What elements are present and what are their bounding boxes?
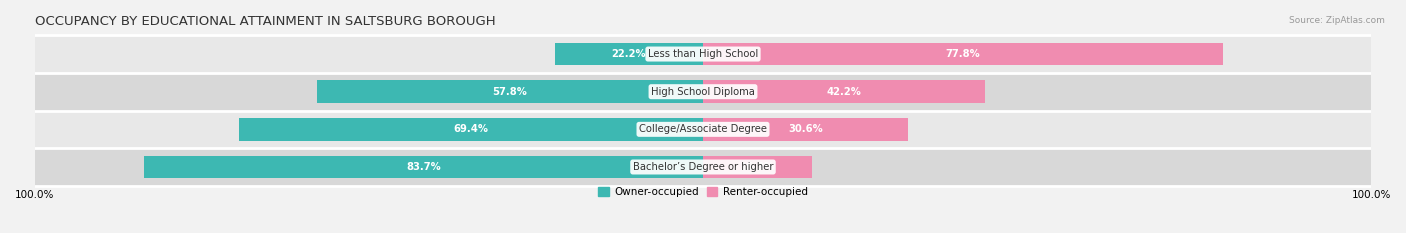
Bar	[316, 80, 703, 103]
Text: 16.3%: 16.3%	[740, 162, 775, 172]
Text: 30.6%: 30.6%	[787, 124, 823, 134]
Text: College/Associate Degree: College/Associate Degree	[638, 124, 768, 134]
Bar	[554, 43, 703, 65]
Bar	[35, 73, 1371, 110]
Bar	[703, 156, 811, 178]
Bar	[143, 156, 703, 178]
Bar	[703, 43, 1223, 65]
Text: OCCUPANCY BY EDUCATIONAL ATTAINMENT IN SALTSBURG BOROUGH: OCCUPANCY BY EDUCATIONAL ATTAINMENT IN S…	[35, 15, 495, 28]
Bar	[239, 118, 703, 141]
Text: 22.2%: 22.2%	[612, 49, 647, 59]
Bar	[35, 148, 1371, 186]
Text: 83.7%: 83.7%	[406, 162, 440, 172]
Text: 57.8%: 57.8%	[492, 87, 527, 97]
Bar	[35, 35, 1371, 73]
Text: 69.4%: 69.4%	[454, 124, 489, 134]
Bar	[703, 80, 986, 103]
Text: Source: ZipAtlas.com: Source: ZipAtlas.com	[1289, 16, 1385, 25]
Legend: Owner-occupied, Renter-occupied: Owner-occupied, Renter-occupied	[595, 183, 811, 201]
Text: High School Diploma: High School Diploma	[651, 87, 755, 97]
Bar	[703, 118, 907, 141]
Text: 42.2%: 42.2%	[827, 87, 862, 97]
Bar	[35, 110, 1371, 148]
Text: Bachelor’s Degree or higher: Bachelor’s Degree or higher	[633, 162, 773, 172]
Text: Less than High School: Less than High School	[648, 49, 758, 59]
Text: 77.8%: 77.8%	[946, 49, 980, 59]
